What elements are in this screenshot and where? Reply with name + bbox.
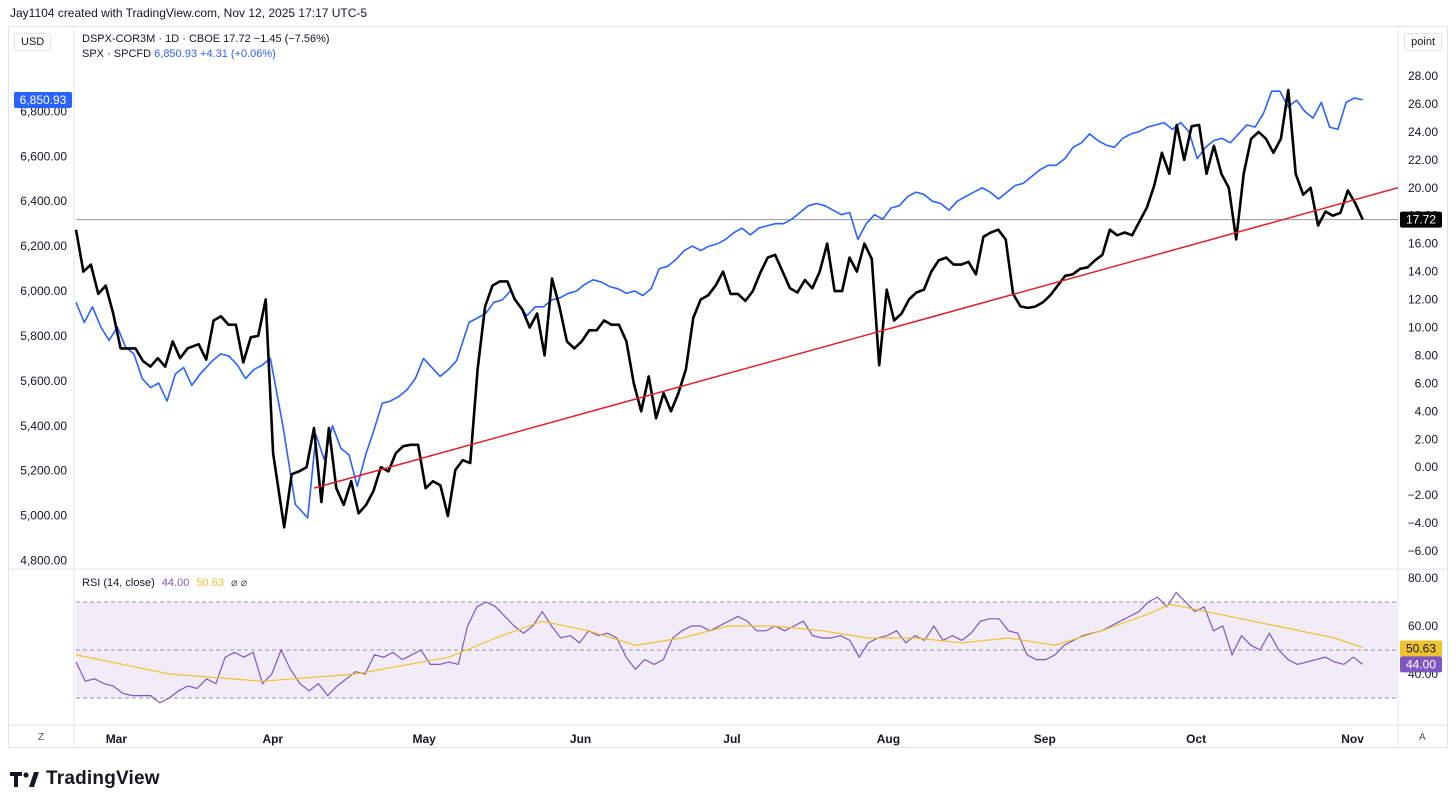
rsi-tick-label-2: 80.00 — [1408, 571, 1438, 585]
x-tick-label-2: May — [412, 732, 436, 746]
rsi-tick-label-1: 60.00 — [1408, 619, 1438, 633]
x-tick-label-0: Mar — [106, 732, 128, 746]
spx-last-price-badge-bg — [14, 91, 72, 108]
brand-name: TradingView — [46, 768, 160, 789]
right-tick-label-4: 2.00 — [1415, 432, 1439, 446]
legend-spx-name: SPX · SPCFD — [82, 48, 152, 60]
x-tick-label-5: Aug — [877, 732, 900, 746]
right-tick-label-15: 24.00 — [1408, 125, 1438, 139]
rsi-ma-line — [75, 603, 1363, 682]
right-tick-label-2: −2.00 — [1408, 488, 1439, 502]
rsi-extra: ⌀ ⌀ — [231, 577, 248, 589]
dspx-last-value-badge-bg — [1400, 211, 1442, 228]
left-tick-label-7: 6,200.00 — [20, 239, 67, 253]
left-tick-label-8: 6,400.00 — [20, 194, 67, 208]
main-pane-plot — [74, 88, 1399, 529]
left-tick-label-9: 6,600.00 — [20, 149, 67, 163]
brand-footer: TradingView — [10, 768, 160, 790]
x-tick-label-8: Nov — [1341, 732, 1364, 746]
right-tick-label-5: 4.00 — [1415, 404, 1439, 418]
last-value-badges: 6,850.93 17.72 50.63 44.00 — [14, 91, 1442, 673]
right-tick-label-14: 22.00 — [1408, 153, 1438, 167]
left-tick-label-2: 5,200.00 — [20, 464, 67, 478]
right-tick-label-6: 6.00 — [1415, 376, 1439, 390]
right-tick-label-9: 12.00 — [1408, 293, 1438, 307]
x-tick-label-4: Jul — [723, 732, 740, 746]
tradingview-logo-icon — [10, 772, 39, 787]
left-tick-label-5: 5,800.00 — [20, 329, 67, 343]
rsi-value: 44.00 — [161, 577, 190, 589]
left-tick-label-1: 5,000.00 — [20, 509, 67, 523]
x-tick-label-1: Apr — [262, 732, 283, 746]
auto-scale-button[interactable]: A — [1419, 732, 1426, 743]
rsi-ma-value: 50.63 — [196, 577, 224, 589]
header-credit: Jay1104 created with TradingView.com, No… — [10, 6, 368, 20]
right-tick-label-3: 0.00 — [1415, 460, 1439, 474]
legend-rsi[interactable]: RSI (14, close) 44.00 50.63 ⌀ ⌀ — [82, 576, 247, 589]
right-tick-label-1: −4.00 — [1408, 516, 1439, 530]
rsi-badge-bg — [1400, 656, 1442, 673]
unit-button[interactable]: point — [1404, 33, 1442, 51]
left-tick-label-3: 5,400.00 — [20, 419, 67, 433]
right-point-axis: −6.00 −4.00 −2.00 0.00 2.00 4.00 6.00 8.00 10.00… — [1408, 69, 1439, 558]
dspx-series-line — [74, 88, 1364, 529]
chart-frame — [8, 26, 1448, 748]
right-tick-label-11: 16.00 — [1408, 237, 1438, 251]
dspx-last-value-badge: 17.72 — [1406, 213, 1436, 227]
left-tick-label-6: 6,000.00 — [20, 284, 67, 298]
x-tick-label-3: Jun — [570, 732, 591, 746]
left-tick-label-4: 5,600.00 — [20, 374, 67, 388]
right-tick-label-17: 28.00 — [1408, 69, 1438, 83]
x-tick-label-6: Sep — [1034, 732, 1056, 746]
right-tick-label-7: 8.00 — [1415, 348, 1439, 362]
right-tick-label-8: 10.00 — [1408, 320, 1438, 334]
left-tick-label-0: 4,800.00 — [20, 554, 67, 568]
currency-button[interactable]: USD — [14, 33, 52, 51]
trendline — [313, 187, 1399, 489]
right-tick-label-13: 20.00 — [1408, 181, 1438, 195]
legend-spx[interactable]: SPX · SPCFD 6,850.93 +4.31 (+0.06%) — [82, 48, 276, 60]
spx-series-line — [75, 90, 1363, 519]
left-price-axis: 4,800.00 5,000.00 5,200.00 5,400.00 5,600.00… — [20, 104, 67, 567]
legend-dspx[interactable]: DSPX-COR3M · 1D · CBOE 17.72 −1.45 (−7.5… — [82, 33, 330, 45]
legend-spx-values: 6,850.93 +4.31 (+0.06%) — [154, 48, 276, 60]
spx-last-price-badge: 6,850.93 — [20, 93, 67, 107]
right-tick-label-16: 26.00 — [1408, 97, 1438, 111]
rsi-label: RSI (14, close) — [82, 577, 155, 589]
rsi-badge: 44.00 — [1406, 657, 1436, 671]
rsi-ma-badge: 50.63 — [1406, 641, 1436, 655]
right-tick-label-10: 14.00 — [1408, 265, 1438, 279]
x-tick-label-7: Oct — [1186, 732, 1206, 746]
zoom-button[interactable]: Z — [38, 732, 45, 743]
main-pane-grid — [8, 27, 1448, 747]
right-tick-label-0: −6.00 — [1408, 544, 1439, 558]
time-axis: Mar Apr May Jun Jul Aug Sep Oct Nov — [106, 732, 1365, 746]
rsi-ma-badge-bg — [1400, 640, 1442, 657]
rsi-line — [75, 591, 1364, 704]
